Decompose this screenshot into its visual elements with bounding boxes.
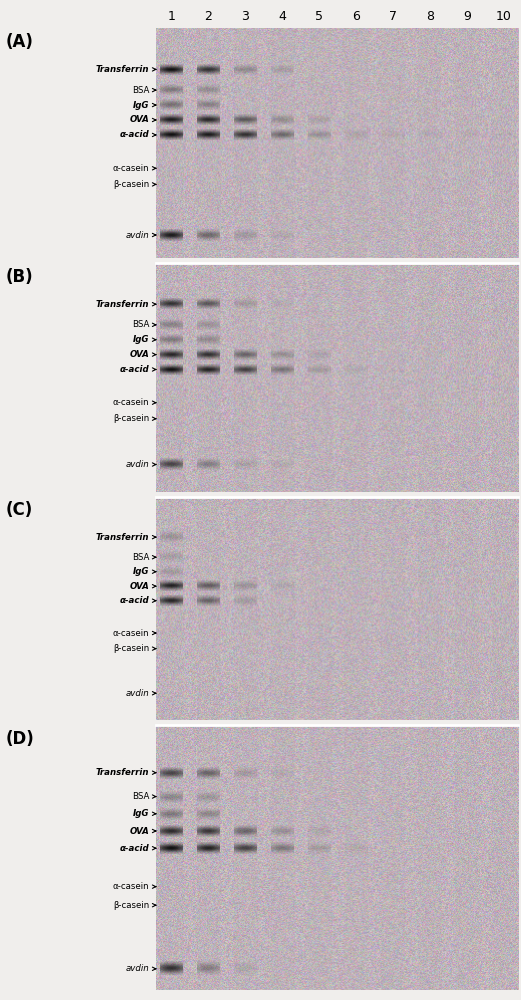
Text: α-casein: α-casein [113, 398, 149, 407]
Text: avdin: avdin [126, 231, 149, 239]
Text: α-acid: α-acid [119, 365, 149, 374]
Text: BSA: BSA [132, 320, 149, 329]
Text: IgG: IgG [133, 567, 149, 576]
Text: avdin: avdin [126, 460, 149, 469]
Text: avdin: avdin [126, 689, 149, 698]
Text: β-casein: β-casein [113, 901, 149, 910]
Text: β-casein: β-casein [113, 180, 149, 189]
Text: (C): (C) [6, 501, 33, 519]
Text: α-casein: α-casein [113, 629, 149, 638]
Text: (B): (B) [6, 268, 33, 286]
Text: IgG: IgG [133, 335, 149, 344]
Text: OVA: OVA [129, 582, 149, 591]
Text: BSA: BSA [132, 553, 149, 562]
Text: avdin: avdin [126, 964, 149, 973]
Text: 9: 9 [463, 10, 471, 23]
Text: α-acid: α-acid [119, 844, 149, 853]
Text: Transferrin: Transferrin [96, 300, 149, 309]
Text: OVA: OVA [129, 350, 149, 359]
Text: OVA: OVA [129, 115, 149, 124]
Text: BSA: BSA [132, 792, 149, 801]
Text: β-casein: β-casein [113, 644, 149, 653]
Text: α-acid: α-acid [119, 130, 149, 139]
Text: 1: 1 [168, 10, 176, 23]
Text: 5: 5 [315, 10, 323, 23]
Text: (D): (D) [6, 730, 34, 748]
Text: 8: 8 [426, 10, 434, 23]
Text: IgG: IgG [133, 101, 149, 110]
Text: Transferrin: Transferrin [96, 65, 149, 74]
Text: Transferrin: Transferrin [96, 533, 149, 542]
Text: 4: 4 [278, 10, 286, 23]
Text: OVA: OVA [129, 826, 149, 836]
Text: Transferrin: Transferrin [96, 768, 149, 777]
Text: 7: 7 [389, 10, 397, 23]
Text: BSA: BSA [132, 86, 149, 95]
Text: (A): (A) [6, 33, 33, 51]
Text: 3: 3 [241, 10, 250, 23]
Text: 10: 10 [496, 10, 512, 23]
Text: 6: 6 [352, 10, 360, 23]
Text: α-casein: α-casein [113, 882, 149, 891]
Text: α-casein: α-casein [113, 164, 149, 173]
Text: β-casein: β-casein [113, 414, 149, 423]
Text: 2: 2 [205, 10, 213, 23]
Text: α-acid: α-acid [119, 596, 149, 605]
Text: IgG: IgG [133, 809, 149, 818]
